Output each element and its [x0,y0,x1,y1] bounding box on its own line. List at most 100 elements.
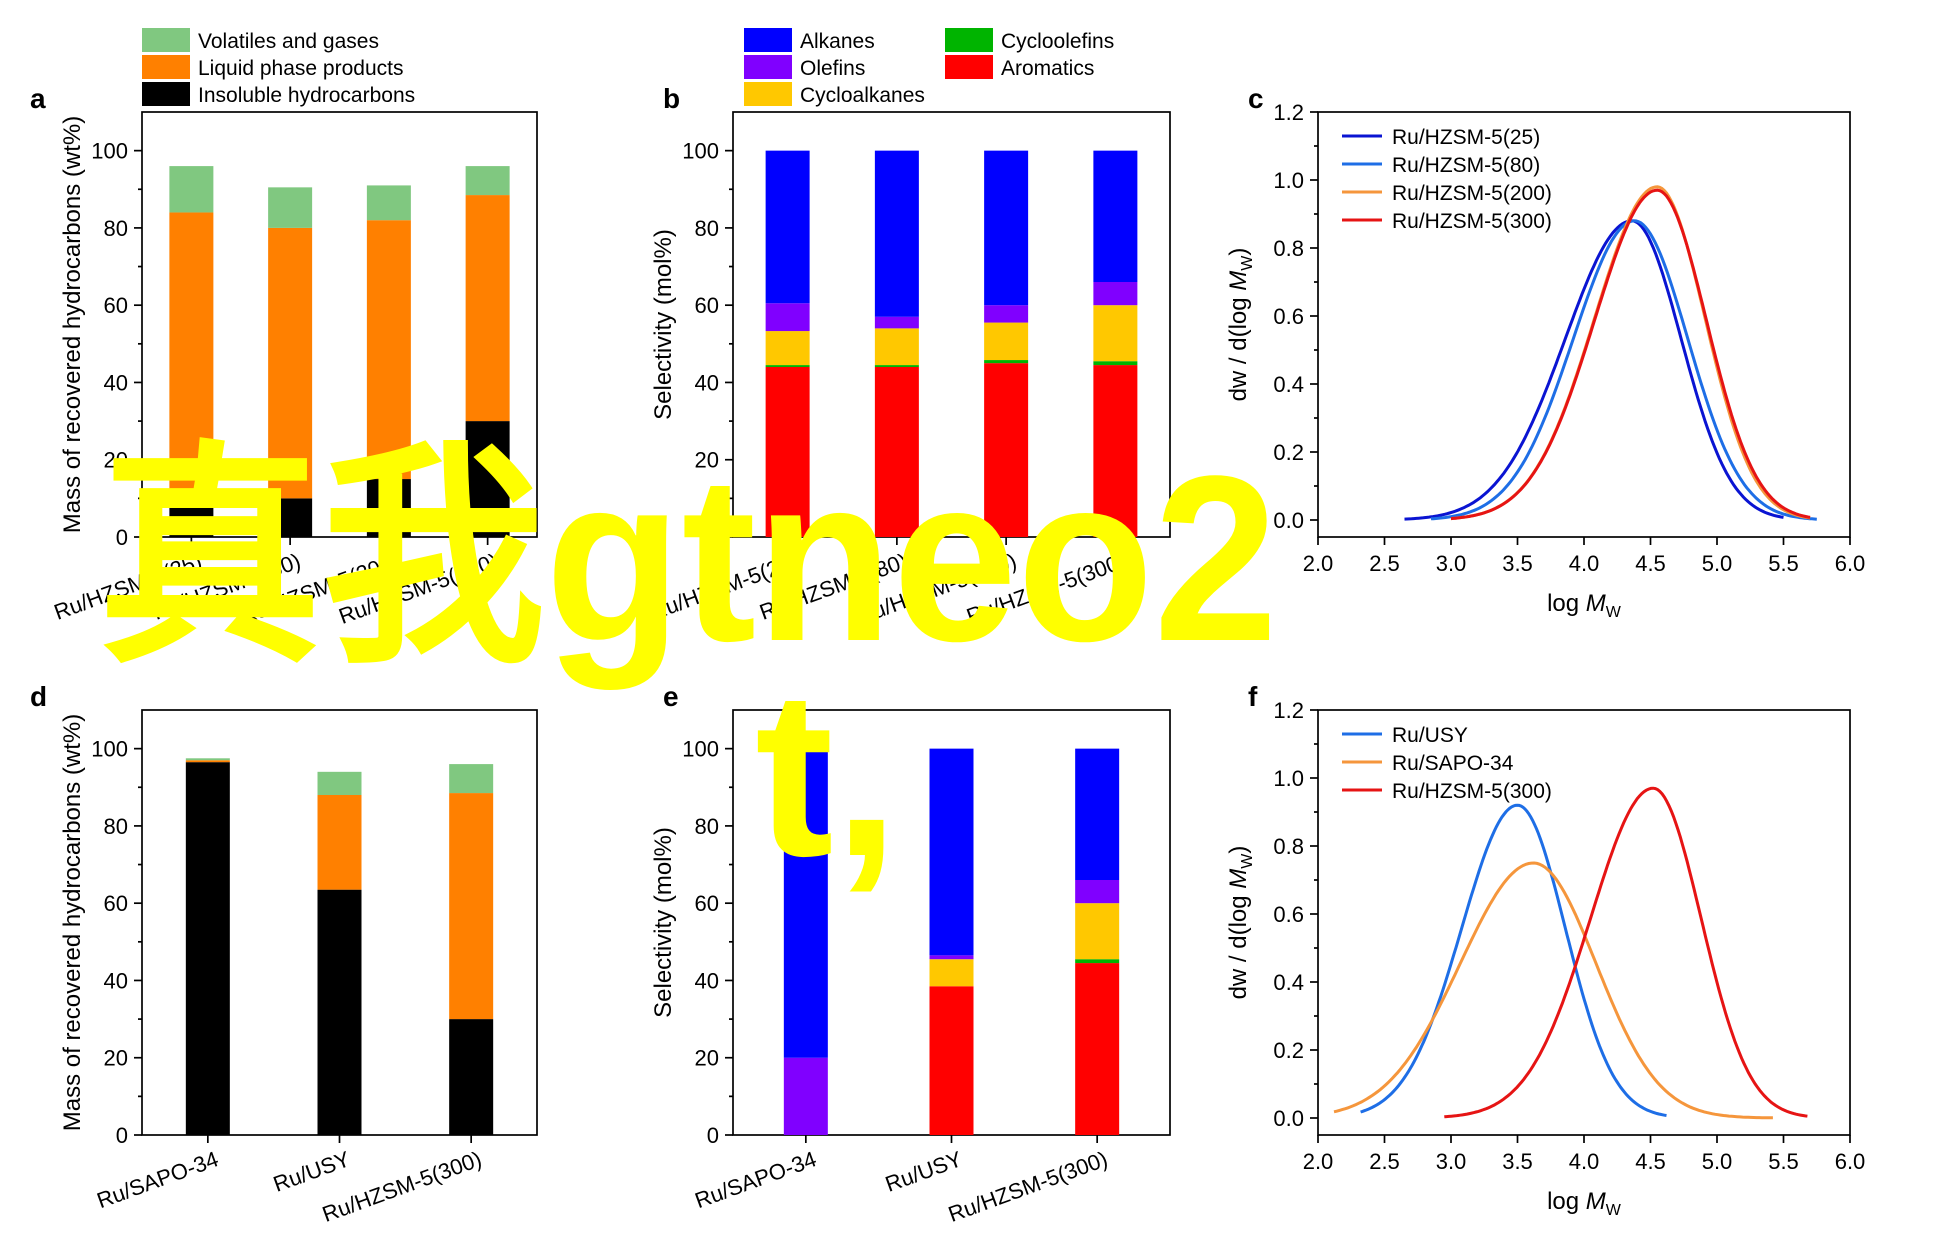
bar-segment-aromatics [1093,365,1138,537]
panel-letter-b: b [663,83,680,114]
legend-label-liquid-phase-products: Liquid phase products [198,57,403,80]
y-tick-label: 0 [116,1123,128,1148]
y-tick-label: 20 [104,1046,128,1071]
plot-frame [732,111,1171,538]
legend-label-olefins: Olefins [800,57,865,80]
y-tick-label: 0.0 [1273,1106,1304,1131]
bar-segment-olefins [1093,282,1138,306]
bar-segment-volatiles-and-gases [449,764,494,794]
series-line-ru-hzsm-5-200 [1450,185,1811,521]
panel-letter-d: d [30,681,47,712]
x-tick-label: Ru/SAPO-34 [691,1146,819,1213]
x-axis-label: log MW [1547,1188,1622,1219]
bar-segment-volatiles-and-gases [465,166,510,196]
legend-label-ru-hzsm-5-200: Ru/HZSM-5(200) [1392,182,1552,205]
panel-letter-e: e [663,681,679,712]
bar-segment-alkanes [1093,150,1138,282]
y-tick-label: 60 [695,891,719,916]
x-tick-label: 2.0 [1303,1149,1334,1174]
bar-segment-volatiles-and-gases [268,187,313,228]
plot-frame [141,111,538,538]
bar-segment-liquid-phase-products [317,795,362,890]
y-tick-label: 40 [104,968,128,993]
y-tick-label: 0 [707,1123,719,1148]
x-tick-label: 3.5 [1502,551,1533,576]
legend-swatch-aromatics [945,55,993,79]
y-tick-label: 80 [104,814,128,839]
x-tick-label: Ru/SAPO-34 [93,1146,221,1213]
legend-label-cycloolefins: Cycloolefins [1001,30,1114,53]
bar-segment-insoluble-hydrocarbons [465,421,510,537]
y-tick-label: 60 [104,293,128,318]
bar-segment-olefins [929,955,974,960]
overlay-text-line2: t, [755,642,899,906]
bar-segment-aromatics [1075,963,1120,1135]
legend-swatch-olefins [744,55,792,79]
bar-segment-cycloolefins [984,360,1029,364]
x-tick-label: 5.0 [1702,1149,1733,1174]
bar-segment-cycloolefins [874,365,919,367]
legend-label-aromatics: Aromatics [1001,57,1094,80]
bar-segment-insoluble-hydrocarbons [185,762,230,1135]
x-tick-label: 5.5 [1768,1149,1799,1174]
x-tick-label: Ru/USY [270,1146,354,1197]
bar-segment-alkanes [765,150,810,304]
panel-letter-a: a [30,83,46,114]
legend-label-ru-hzsm-5-80: Ru/HZSM-5(80) [1392,154,1540,177]
x-tick-label: 4.0 [1569,1149,1600,1174]
bar-segment-olefins [984,305,1029,323]
series-line-ru-hzsm-5-80 [1430,219,1817,521]
y-tick-label: 100 [682,139,719,164]
legend-swatch-cycloalkanes [744,82,792,106]
y-tick-label: 80 [104,216,128,241]
x-tick-label: 4.5 [1635,1149,1666,1174]
bar-segment-volatiles-and-gases [169,166,214,213]
watermark-overlay: 真我gtneo2 t, [98,427,1278,906]
legend-label-volatiles-and-gases: Volatiles and gases [198,30,379,53]
bar-segment-aromatics [874,367,919,537]
y-tick-label: 100 [91,139,128,164]
legend-label-cycloalkanes: Cycloalkanes [800,84,925,107]
series-line-ru-hzsm-5-25 [1404,219,1784,521]
bar-segment-olefins [783,1057,828,1135]
bar-segment-alkanes [783,748,828,1058]
bar-segment-insoluble-hydrocarbons [169,506,214,537]
legend-swatch-cycloolefins [945,28,993,52]
bar-segment-liquid-phase-products [366,220,411,480]
panel-c: c 0.0 0.2 0.4 0.6 0.8 1.0 1.2 2.0 2.5 3.0 3.5 4.0 4.5… [1225,83,1865,621]
series-line-ru-sapo-34 [1333,861,1773,1120]
y-tick-label: 60 [695,293,719,318]
y-tick-label: 40 [695,370,719,395]
x-tick-label: Ru/USY [882,1146,966,1197]
bar-segment-cycloalkanes [984,322,1029,361]
bar-segment-olefins [874,316,919,329]
panel-letter-c: c [1248,83,1264,114]
y-tick-label: 100 [91,737,128,762]
bar-segment-liquid-phase-products [465,195,510,422]
x-tick-label: 4.0 [1569,551,1600,576]
y-axis-label: Mass of recovered hydrocarbons (wt%) [59,116,86,534]
bar-segment-liquid-phase-products [169,212,214,507]
legend-swatch-liquid-phase-products [142,55,190,79]
x-tick-label: 2.0 [1303,551,1334,576]
panel-f: f 0.0 0.2 0.4 0.6 0.8 1.0 1.2 2.0 2.5 3.0 3.5 4.0 4.5… [1225,681,1865,1219]
x-axis-label: log MW [1547,590,1622,621]
legend-label-alkanes: Alkanes [800,30,875,53]
bar-segment-volatiles-and-gases [366,185,411,221]
overlay-text-line1: 真我gtneo2 [98,427,1278,691]
y-tick-label: 0 [707,525,719,550]
y-tick-label: 40 [104,370,128,395]
legend-label-insoluble-hydrocarbons: Insoluble hydrocarbons [198,84,415,107]
x-tick-label: 2.5 [1369,551,1400,576]
y-tick-label: 0.0 [1273,508,1304,533]
x-tick-label: 3.5 [1502,1149,1533,1174]
x-tick-label: 3.0 [1436,551,1467,576]
bar-segment-cycloalkanes [1093,305,1138,362]
y-tick-label: 0.6 [1273,304,1304,329]
bar-segment-cycloalkanes [765,331,810,366]
y-tick-label: 0 [116,525,128,550]
y-axis-label: Selectivity (mol%) [650,827,677,1018]
legend-label-ru-hzsm-5-300: Ru/HZSM-5(300) [1392,780,1552,803]
y-tick-label: 80 [695,216,719,241]
